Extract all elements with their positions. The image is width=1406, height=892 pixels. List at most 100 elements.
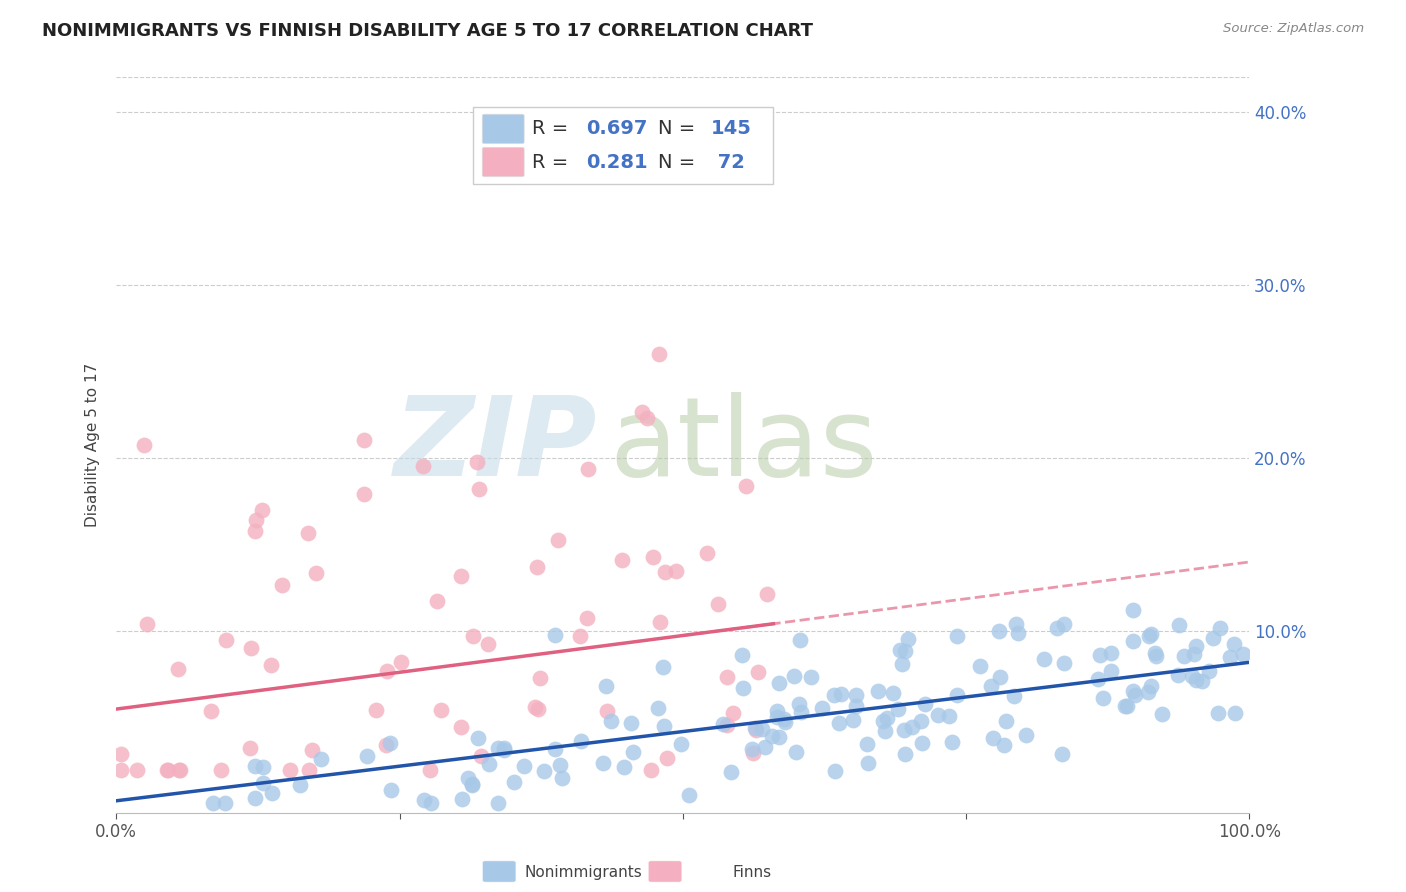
Point [260, 658, 283, 673]
Point [1099, 647, 1122, 661]
Point [209, 763, 232, 777]
Point [1114, 698, 1136, 713]
Point [783, 668, 806, 682]
Point [734, 479, 756, 493]
Point [156, 763, 179, 777]
Text: Source: ZipAtlas.com: Source: ZipAtlas.com [1223, 22, 1364, 36]
Point [678, 789, 700, 803]
Point [987, 624, 1010, 638]
Point [457, 771, 479, 785]
Point [988, 670, 1011, 684]
Point [375, 664, 398, 678]
Point [578, 462, 600, 476]
Point [575, 611, 598, 625]
Point [745, 723, 768, 738]
Point [716, 670, 738, 684]
Point [470, 749, 492, 764]
Point [652, 719, 675, 733]
Point [872, 714, 894, 728]
Point [671, 738, 693, 752]
Point [465, 455, 488, 469]
Point [800, 669, 823, 683]
Point [845, 698, 868, 713]
Point [467, 731, 489, 746]
Point [380, 783, 402, 797]
Point [946, 629, 969, 643]
Point [311, 752, 333, 766]
Text: NONIMMIGRANTS VS FINNISH DISABILITY AGE 5 TO 17 CORRELATION CHART: NONIMMIGRANTS VS FINNISH DISABILITY AGE … [42, 22, 813, 40]
Point [523, 699, 546, 714]
Point [1088, 648, 1111, 662]
Point [450, 569, 472, 583]
Point [378, 736, 401, 750]
Point [110, 763, 132, 777]
Point [647, 701, 669, 715]
Point [1219, 649, 1241, 664]
Point [887, 702, 910, 716]
Point [641, 549, 664, 564]
Point [610, 553, 633, 567]
Point [648, 347, 671, 361]
Point [239, 740, 262, 755]
Point [707, 597, 730, 611]
Point [298, 763, 321, 777]
Point [353, 487, 375, 501]
Point [766, 710, 789, 724]
Point [477, 637, 499, 651]
Point [1053, 616, 1076, 631]
Point [941, 735, 963, 749]
Point [613, 760, 636, 774]
Point [741, 747, 763, 761]
Point [744, 722, 766, 736]
Text: Finns: Finns [733, 865, 772, 880]
Point [911, 736, 934, 750]
Point [1122, 603, 1144, 617]
Point [830, 687, 852, 701]
Text: 145: 145 [711, 120, 752, 138]
Point [894, 644, 917, 658]
Text: Nonimmigrants: Nonimmigrants [524, 865, 643, 880]
Point [768, 676, 790, 690]
Point [461, 778, 484, 792]
Point [374, 738, 396, 752]
Point [167, 763, 190, 777]
Point [1223, 637, 1246, 651]
Point [418, 763, 440, 777]
Point [1140, 679, 1163, 693]
Point [651, 660, 673, 674]
Point [720, 764, 742, 779]
Point [450, 720, 472, 734]
Point [893, 723, 915, 737]
Point [596, 704, 619, 718]
Point [366, 703, 388, 717]
Text: N =: N = [658, 120, 702, 138]
Point [169, 763, 191, 777]
Point [1181, 669, 1204, 683]
Point [620, 715, 643, 730]
Point [654, 565, 676, 579]
Point [297, 526, 319, 541]
Point [243, 791, 266, 805]
Text: R =: R = [531, 153, 575, 171]
Point [252, 760, 274, 774]
Point [389, 655, 412, 669]
Point [1137, 628, 1160, 642]
Point [110, 747, 132, 761]
FancyBboxPatch shape [482, 861, 516, 882]
Point [468, 482, 491, 496]
Point [1046, 621, 1069, 635]
Point [356, 748, 378, 763]
Point [841, 713, 863, 727]
Point [419, 796, 441, 810]
Point [503, 775, 526, 789]
Point [1144, 646, 1167, 660]
FancyBboxPatch shape [482, 114, 524, 144]
Point [412, 458, 434, 473]
Point [526, 560, 548, 574]
Point [1140, 627, 1163, 641]
Point [478, 757, 501, 772]
Point [1087, 672, 1109, 686]
Point [527, 702, 550, 716]
Point [994, 714, 1017, 729]
Point [1099, 664, 1122, 678]
